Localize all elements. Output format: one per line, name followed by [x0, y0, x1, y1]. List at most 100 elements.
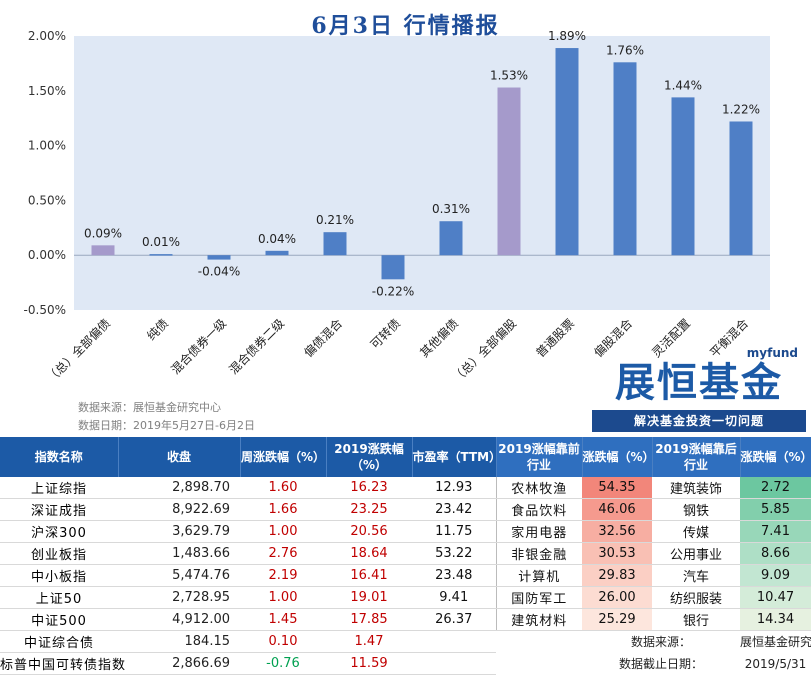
pe-cell: 26.37: [412, 608, 496, 631]
data-label: -0.22%: [372, 284, 414, 298]
bar: [497, 87, 521, 256]
week-change-cell: 1.00: [240, 520, 326, 543]
table-row: 创业板指 1,483.66 2.76 18.64 53.22 非银金融 30.53 公用事业 8…: [0, 542, 811, 565]
ytd-change-cell: 20.56: [326, 520, 412, 543]
x-tick-label: 其他偏债: [417, 316, 462, 361]
header-bottom-industry: 2019涨幅靠后行业: [652, 437, 741, 477]
week-change-cell: 1.60: [240, 477, 326, 499]
top-change-cell: 25.29: [582, 608, 652, 631]
bar: [323, 232, 347, 256]
ytd-change-cell: 23.25: [326, 498, 412, 521]
top-change-cell: 54.35: [582, 477, 652, 499]
table-row: 沪深300 3,629.79 1.00 20.56 11.75 家用电器 32.56 传媒 7.…: [0, 520, 811, 543]
y-tick-label: -0.50%: [24, 303, 66, 317]
pe-cell: 23.42: [412, 498, 496, 521]
week-change-cell: 0.10: [240, 630, 326, 653]
index-name-cell: 上证综指: [0, 477, 118, 499]
top-industry-cell: 建筑材料: [495, 608, 582, 631]
close-cell: 1,483.66: [118, 542, 240, 565]
bar: [671, 97, 695, 256]
ytd-change-cell: 18.64: [326, 542, 412, 565]
week-change-cell: 1.45: [240, 608, 326, 631]
close-cell: 2,728.95: [118, 586, 240, 609]
data-label: 1.22%: [722, 102, 760, 116]
header-bottom-change: 涨跌幅（%）: [740, 437, 811, 477]
index-name-cell: 深证成指: [0, 498, 118, 521]
data-label: 1.44%: [664, 78, 702, 92]
x-tick-label: 普通股票: [533, 316, 577, 360]
y-tick-label: 1.50%: [28, 84, 66, 98]
header-close: 收盘: [118, 437, 241, 477]
index-name-cell: 上证50: [0, 586, 118, 609]
top-change-cell: 32.56: [582, 520, 652, 543]
plot-area: [74, 36, 770, 310]
top-change-cell: 29.83: [582, 564, 652, 587]
data-label: 1.89%: [548, 29, 586, 43]
bar: [149, 254, 173, 256]
footer-label: 数据来源：: [630, 635, 691, 650]
bottom-industry-cell: 汽车: [652, 564, 740, 587]
top-change-cell: 46.06: [582, 498, 652, 521]
ytd-change-cell: 16.41: [326, 564, 412, 587]
week-change-cell: 2.19: [240, 564, 326, 587]
header-top-industry: 2019涨幅靠前行业: [496, 437, 583, 477]
index-name-cell: 中小板指: [0, 564, 118, 587]
footer-value: 2019/5/31: [744, 656, 807, 671]
table-row: 上证50 2,728.95 1.00 19.01 9.41 国防军工 26.00 纺织服装 10…: [0, 586, 811, 609]
data-label: 0.01%: [142, 235, 180, 249]
logo-slogan: 解决基金投资一切问题: [592, 410, 806, 432]
data-label: 0.31%: [432, 202, 470, 216]
header-ytd-change: 2019涨跌幅（%）: [326, 437, 413, 477]
page-title: 6月3日 行情播报: [311, 13, 500, 39]
index-name-cell: 中证综合债: [0, 630, 118, 653]
date-note: 数据日期：2019年5月27日-6月2日: [78, 419, 255, 432]
footer-spacer: [496, 653, 582, 675]
bottom-industry-cell: 银行: [652, 608, 740, 631]
data-label: 0.21%: [316, 213, 354, 227]
top-industry-cell: 国防军工: [495, 586, 582, 609]
bar: [91, 245, 115, 256]
week-change-cell: 1.00: [240, 586, 326, 609]
pe-cell: [412, 630, 496, 653]
bar: [613, 62, 637, 256]
close-cell: 184.15: [118, 630, 240, 653]
table-header-row: 指数名称 收盘 周涨跌幅（%） 2019涨跌幅（%） 市盈率（TTM） 2019…: [0, 437, 811, 477]
bottom-industry-cell: 钢铁: [652, 498, 740, 521]
index-name-cell: 创业板指: [0, 542, 118, 565]
footer-value: 展恒基金研究中心: [740, 635, 811, 650]
footer-label: 数据截止日期：: [618, 657, 703, 671]
header-top-change: 涨跌幅（%）: [582, 437, 655, 477]
data-label: 1.76%: [606, 43, 644, 57]
table-row: 中证500 4,912.00 1.45 17.85 26.37 建筑材料 25.29 银行 14…: [0, 608, 811, 631]
logo-small-text: myfund: [746, 346, 798, 360]
ytd-change-cell: 17.85: [326, 608, 412, 631]
table-row: 深证成指 8,922.69 1.66 23.25 23.42 食品饮料 46.06 钢铁 5.8…: [0, 498, 811, 521]
bar: [381, 255, 405, 280]
bottom-change-cell: 7.41: [740, 520, 811, 543]
header-index-name: 指数名称: [0, 437, 119, 477]
bar: [207, 255, 231, 260]
week-change-cell: -0.76: [240, 652, 326, 675]
ytd-change-cell: 16.23: [326, 477, 412, 499]
data-label: 1.53%: [490, 69, 528, 83]
top-industry-cell: 食品饮料: [495, 498, 582, 521]
ytd-change-cell: 19.01: [326, 586, 412, 609]
index-name-cell: 中证500: [0, 608, 118, 631]
index-name-cell: 沪深300: [0, 520, 118, 543]
header-week-change: 周涨跌幅（%）: [240, 437, 327, 477]
bar: [265, 250, 289, 256]
bottom-change-cell: 14.34: [740, 608, 811, 631]
top-industry-cell: 家用电器: [495, 520, 582, 543]
data-label: 0.04%: [258, 232, 296, 246]
ytd-change-cell: 11.59: [326, 652, 412, 675]
pe-cell: 12.93: [412, 477, 496, 499]
close-cell: 3,629.79: [118, 520, 240, 543]
bottom-industry-cell: 公用事业: [652, 542, 740, 565]
close-cell: 2,898.70: [118, 477, 240, 499]
x-tick-label: 纯债: [144, 316, 171, 343]
pe-cell: 53.22: [412, 542, 496, 565]
bottom-industry-cell: 建筑装饰: [652, 477, 740, 499]
table-row: 上证综指 2,898.70 1.60 16.23 12.93 农林牧渔 54.35 建筑装饰 2…: [0, 477, 811, 499]
bottom-change-cell: 2.72: [740, 477, 811, 499]
